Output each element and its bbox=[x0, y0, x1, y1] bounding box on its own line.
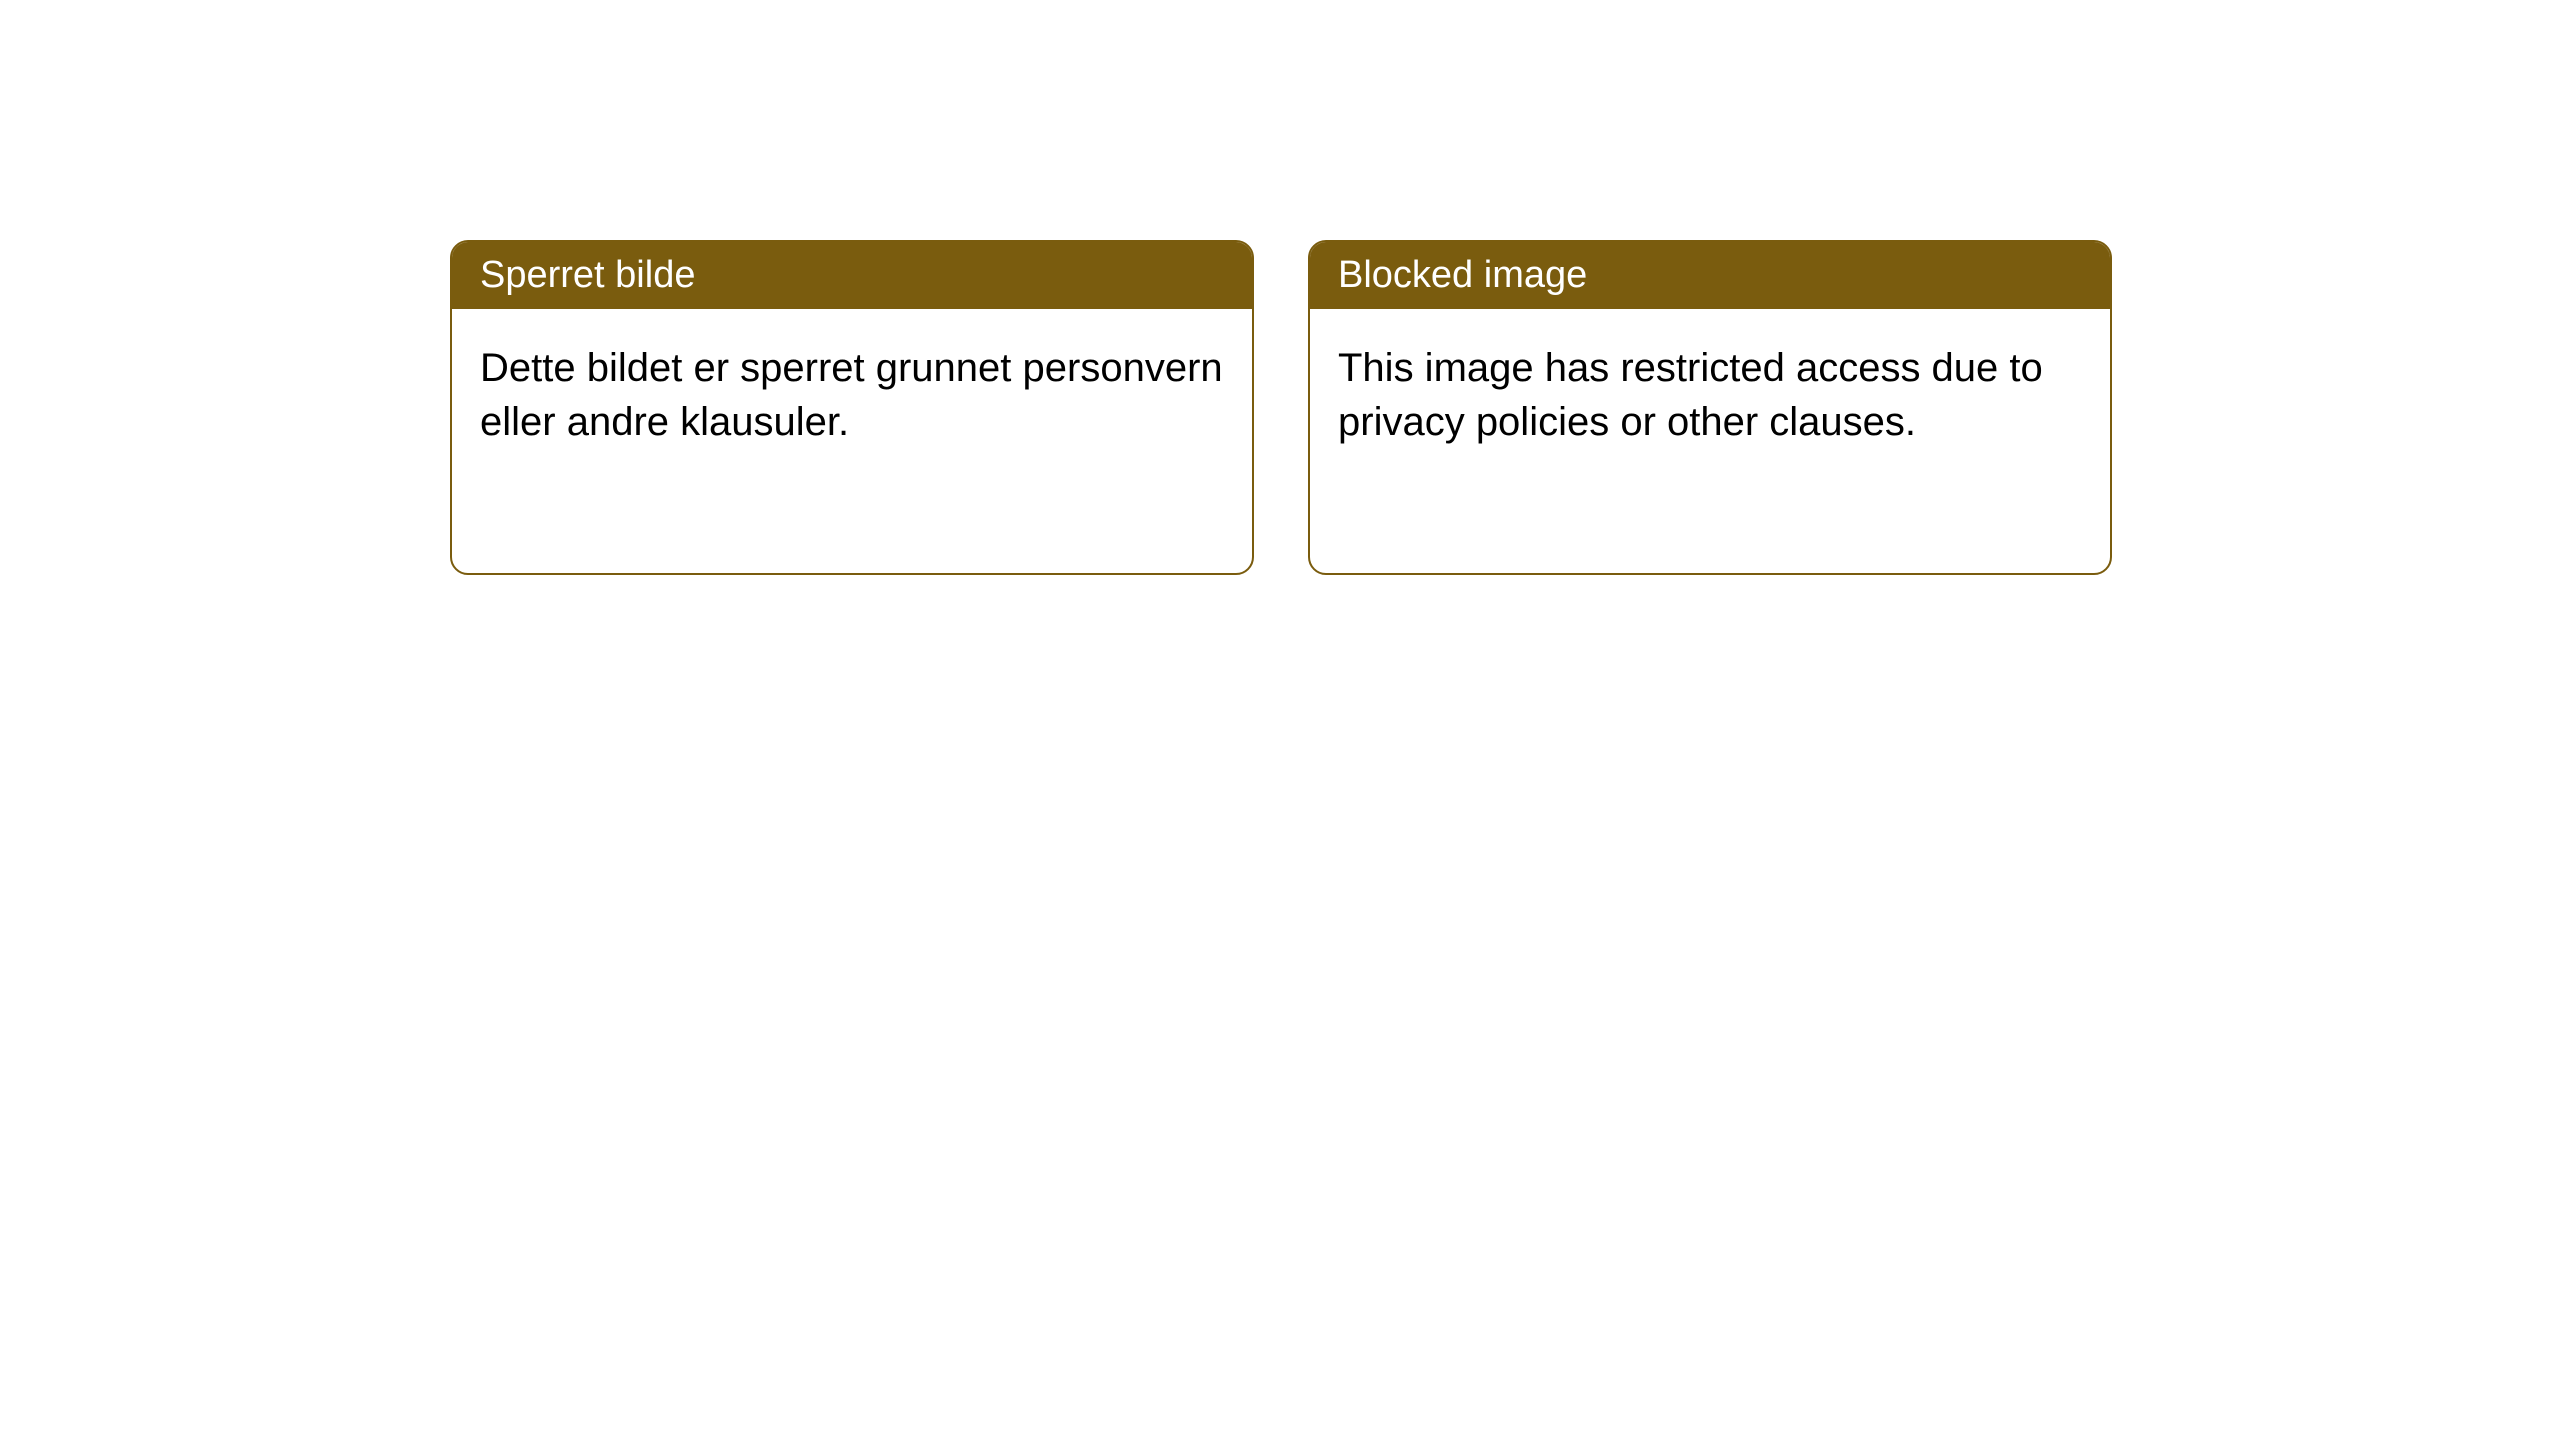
card-body: This image has restricted access due to … bbox=[1310, 309, 2110, 481]
card-body: Dette bildet er sperret grunnet personve… bbox=[452, 309, 1252, 481]
notice-cards-container: Sperret bilde Dette bildet er sperret gr… bbox=[450, 240, 2112, 575]
blocked-image-card-en: Blocked image This image has restricted … bbox=[1308, 240, 2112, 575]
card-body-text: This image has restricted access due to … bbox=[1338, 346, 2043, 444]
card-header: Blocked image bbox=[1310, 242, 2110, 309]
card-title: Blocked image bbox=[1338, 254, 1587, 296]
blocked-image-card-no: Sperret bilde Dette bildet er sperret gr… bbox=[450, 240, 1254, 575]
card-header: Sperret bilde bbox=[452, 242, 1252, 309]
card-title: Sperret bilde bbox=[480, 254, 695, 296]
card-body-text: Dette bildet er sperret grunnet personve… bbox=[480, 346, 1223, 444]
